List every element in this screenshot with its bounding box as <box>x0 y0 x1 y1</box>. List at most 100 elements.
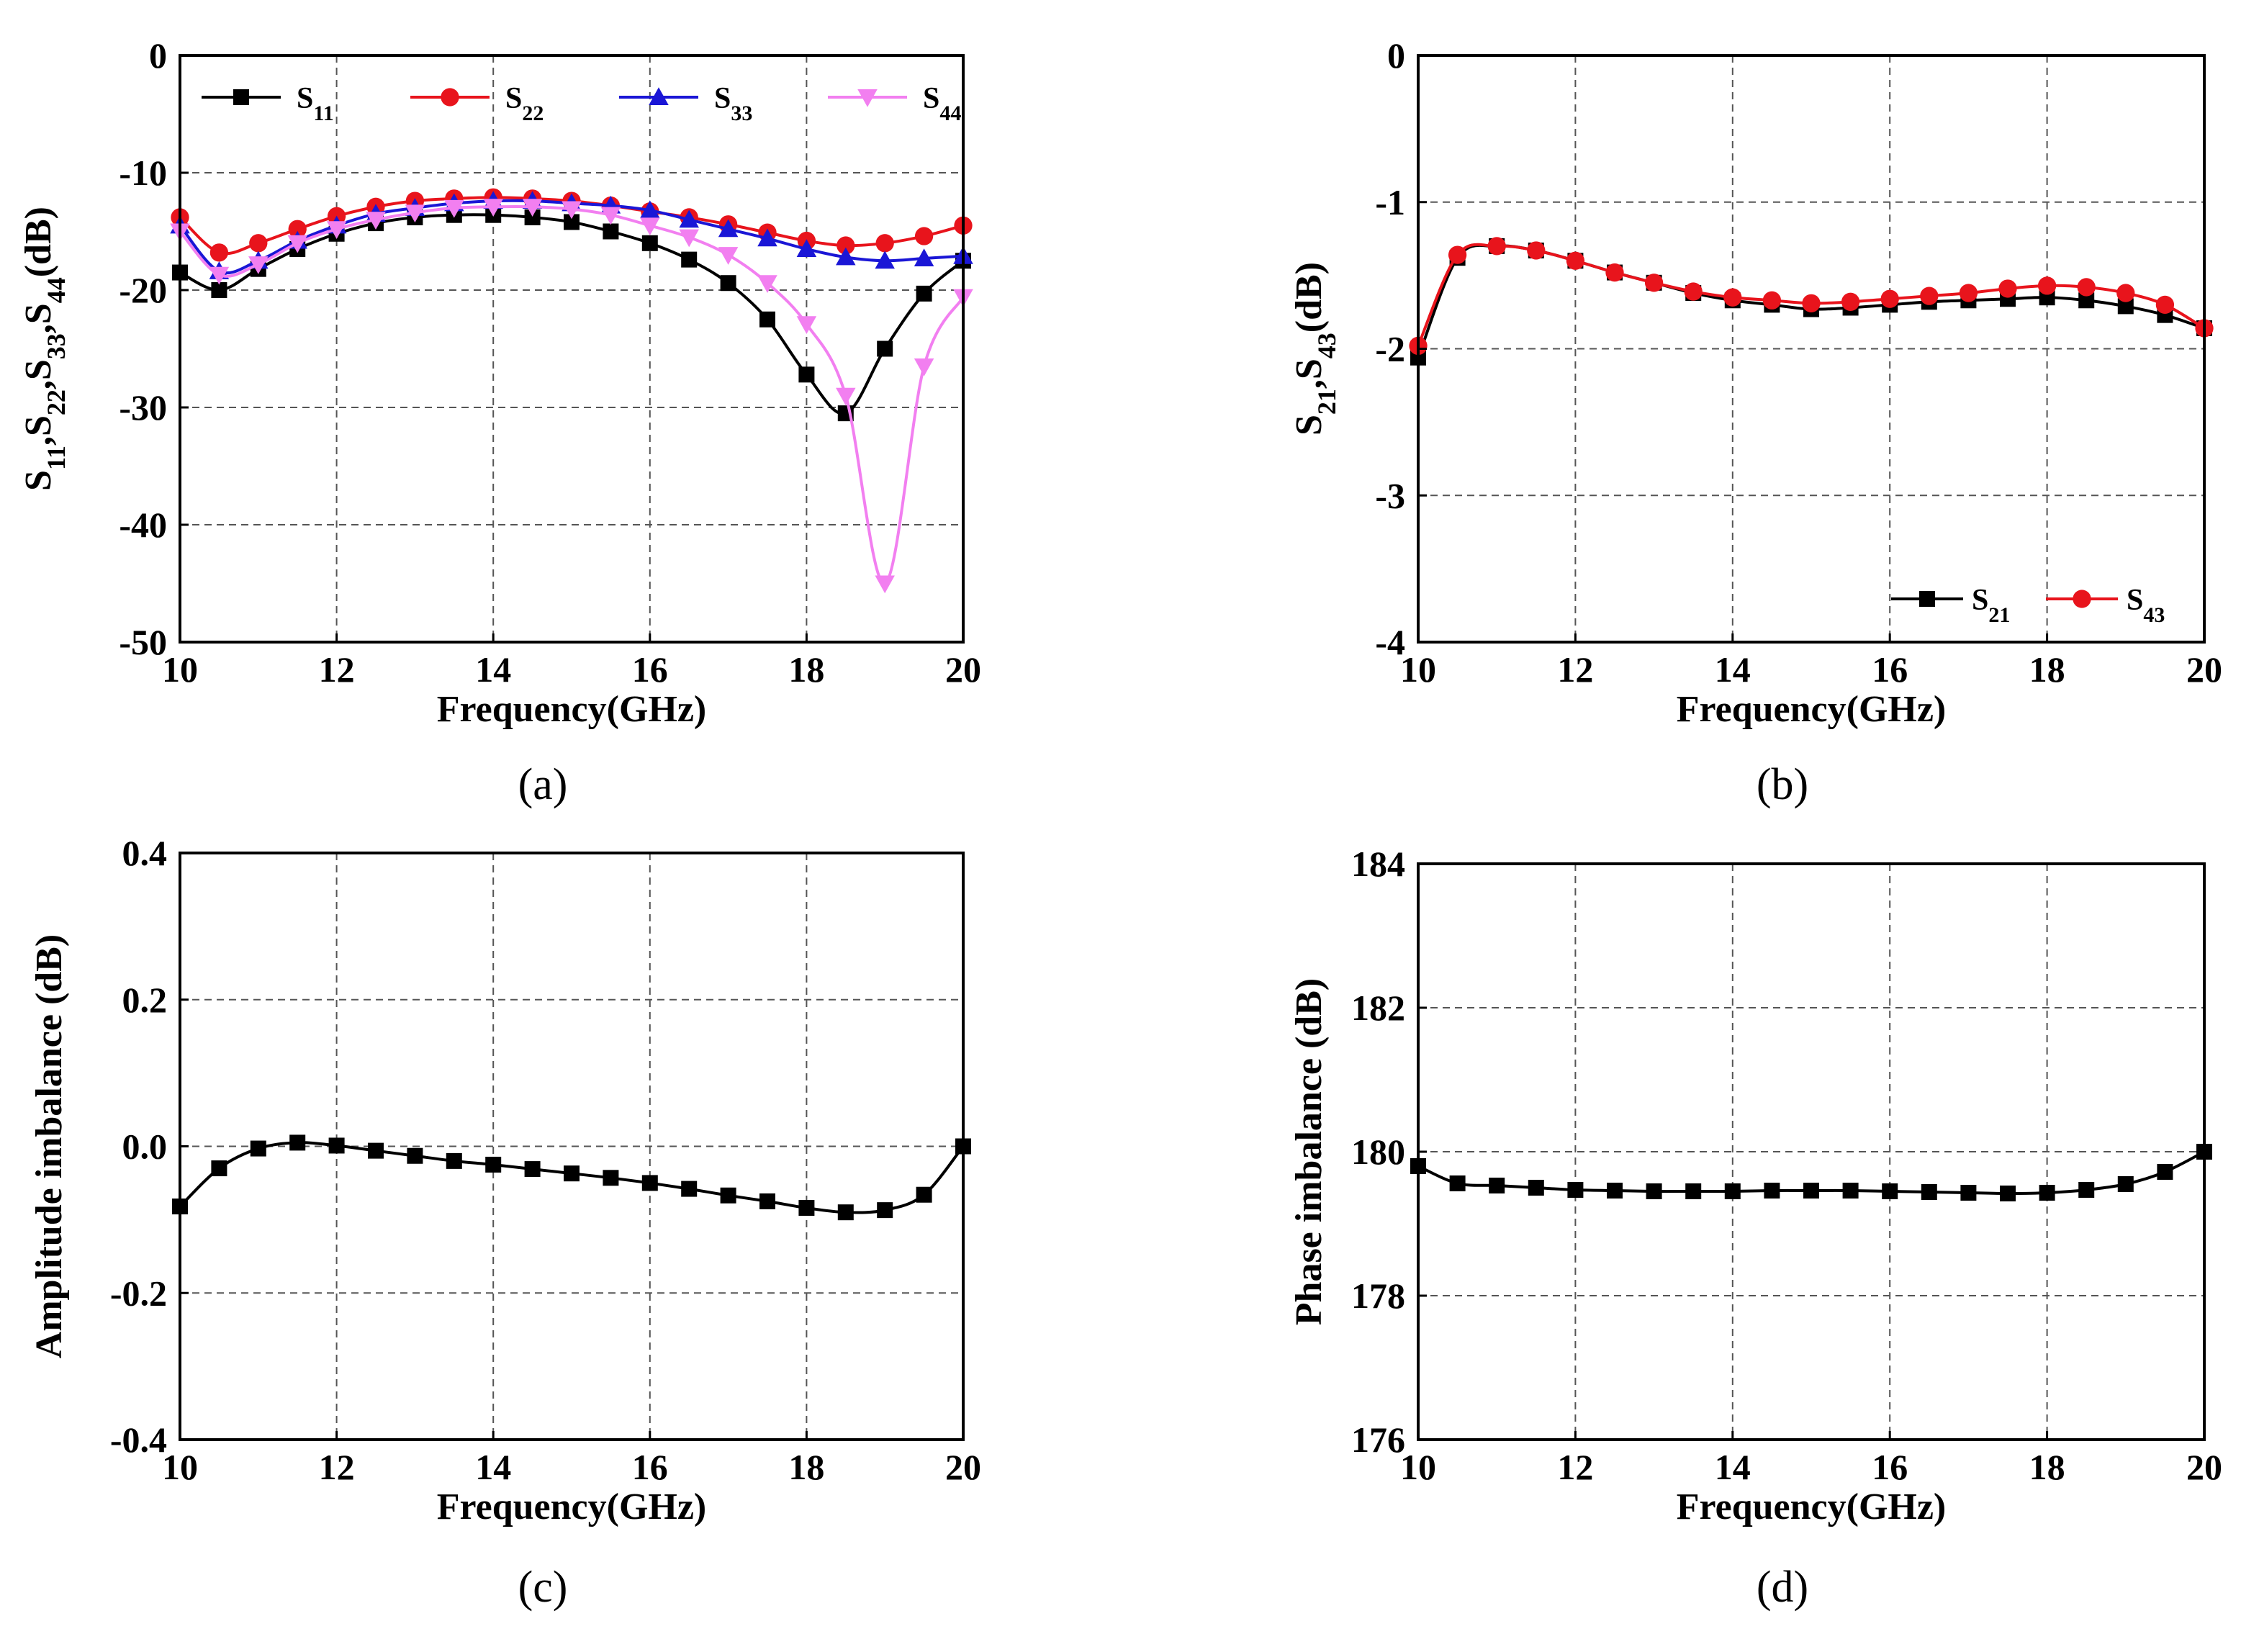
data-point <box>1920 286 1939 305</box>
series-amplitude-imbalance <box>172 1134 971 1221</box>
grid <box>180 853 963 1440</box>
data-point <box>1960 1185 1977 1201</box>
x-tick-label: 16 <box>1872 649 1908 690</box>
data-point <box>1959 284 1978 302</box>
data-point <box>446 1152 462 1169</box>
data-point <box>718 219 739 238</box>
data-point <box>1566 251 1585 270</box>
data-point <box>875 250 895 269</box>
data-point <box>2078 1182 2095 1198</box>
panel-caption: (b) <box>1757 760 1808 809</box>
y-tick-label: -20 <box>119 270 167 310</box>
data-point <box>2077 278 2096 297</box>
y-tick-label: -4 <box>1375 622 1405 662</box>
data-point <box>916 285 932 302</box>
data-point <box>875 234 894 253</box>
legend-label: S44 <box>923 82 961 125</box>
panel-caption: (a) <box>518 760 568 809</box>
data-point <box>522 199 543 217</box>
x-tick-label: 16 <box>632 649 668 690</box>
series-phase-imbalance <box>1410 1144 2212 1201</box>
x-tick-label: 18 <box>2029 1447 2065 1487</box>
y-tick-label: 0.2 <box>122 980 168 1020</box>
series-s44 <box>170 199 973 594</box>
x-tick-label: 14 <box>1715 1447 1751 1487</box>
data-point <box>916 1186 932 1203</box>
data-point <box>2000 1186 2016 1201</box>
legend-label: S11 <box>297 82 334 125</box>
data-point <box>837 1204 854 1221</box>
legend-marker <box>441 88 459 107</box>
data-point <box>524 209 541 225</box>
data-point <box>2117 1176 2134 1192</box>
y-tick-label: 178 <box>1351 1276 1405 1316</box>
legend-label: S22 <box>505 82 544 125</box>
data-point <box>798 1200 815 1217</box>
data-point <box>1448 245 1467 264</box>
data-point <box>718 247 739 265</box>
data-point <box>250 1140 266 1157</box>
data-point <box>368 1142 384 1159</box>
legend: S11 S22 S33 S44 <box>202 82 961 125</box>
x-tick-label: 10 <box>162 1447 198 1487</box>
y-tick-label: 184 <box>1351 844 1405 884</box>
data-point <box>796 316 817 335</box>
legend-label: S21 <box>1972 584 2010 627</box>
legend-marker <box>649 87 669 105</box>
series-line <box>179 204 965 585</box>
legend-label: S43 <box>2127 584 2165 627</box>
data-point <box>640 200 660 219</box>
x-tick-label: 20 <box>2186 649 2222 690</box>
y-tick-label: -0.2 <box>110 1273 167 1313</box>
data-point <box>1489 1178 1505 1193</box>
x-tick-label: 14 <box>475 649 511 690</box>
y-tick-label: -3 <box>1375 475 1405 515</box>
data-point <box>641 235 658 251</box>
data-point <box>1605 263 1624 282</box>
data-point <box>1449 1175 1466 1191</box>
ticks: 10 12 14 16 18 20 -50 -40 -30 -20 -10 0 <box>119 35 981 690</box>
data-point <box>1802 294 1821 312</box>
data-point <box>720 1187 736 1204</box>
data-point <box>1921 1184 1937 1200</box>
x-tick-label: 12 <box>319 649 355 690</box>
data-point <box>209 243 229 262</box>
y-tick-label: -50 <box>119 622 167 662</box>
data-point <box>2078 292 2095 309</box>
data-point <box>405 204 425 223</box>
data-point <box>1880 289 1899 308</box>
x-tick-label: 10 <box>1400 649 1436 690</box>
x-tick-label: 10 <box>162 649 198 690</box>
data-point <box>1528 1180 1544 1196</box>
y-tick-label: 182 <box>1351 988 1405 1028</box>
data-point <box>798 366 815 383</box>
data-point <box>2117 298 2134 315</box>
data-point <box>1487 237 1506 256</box>
data-point <box>757 228 777 247</box>
data-point <box>836 387 856 406</box>
data-point <box>326 221 347 239</box>
data-point <box>759 311 775 328</box>
data-point <box>483 199 503 217</box>
data-point <box>1762 291 1782 310</box>
legend-label: S33 <box>714 82 752 125</box>
data-point <box>211 282 227 298</box>
x-tick-label: 16 <box>1872 1447 1908 1487</box>
data-point <box>248 256 269 274</box>
legend-marker <box>857 89 878 107</box>
data-point <box>641 1175 658 1191</box>
series-s43 <box>1409 237 2214 356</box>
x-axis-label: Frequency(GHz) <box>437 1486 707 1527</box>
data-point <box>1685 1183 1702 1199</box>
data-point <box>1842 1183 1859 1199</box>
data-point <box>600 207 621 225</box>
x-tick-label: 18 <box>788 649 824 690</box>
legend-marker <box>233 89 249 105</box>
y-tick-label: 0.0 <box>122 1127 168 1167</box>
data-point <box>1723 288 1742 307</box>
panel-caption: (d) <box>1757 1563 1808 1612</box>
y-axis-label: S11,S22,S33,S44(dB) <box>18 207 71 491</box>
data-point <box>1644 274 1664 292</box>
x-tick-label: 14 <box>475 1447 511 1487</box>
